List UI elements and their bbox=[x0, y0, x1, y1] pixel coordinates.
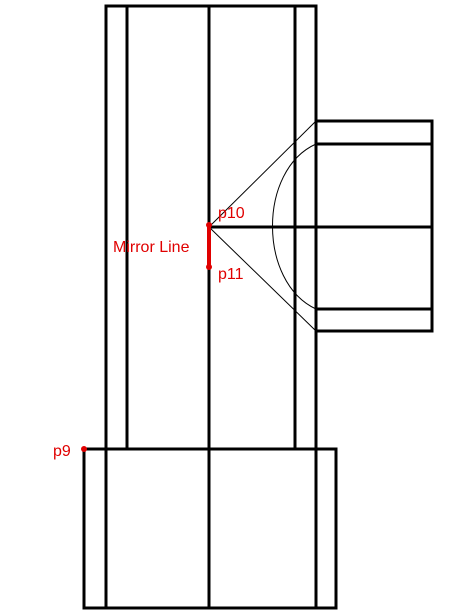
side-branch bbox=[207, 119, 434, 333]
intersection-diagonal-bottom bbox=[208, 226, 317, 332]
point-p9-label: p9 bbox=[53, 443, 71, 460]
point-p11-marker[interactable] bbox=[206, 264, 212, 270]
intersection-curves bbox=[208, 120, 317, 332]
mirror-line-label: Mirror Line bbox=[113, 239, 190, 256]
base-block-outline bbox=[82, 447, 338, 610]
point-p10-label: p10 bbox=[218, 205, 245, 222]
mirror-line-annotation: p10 p11 Mirror Line bbox=[113, 205, 245, 283]
intersection-curve bbox=[272, 143, 317, 310]
point-p9-annotation: p9 bbox=[53, 443, 87, 460]
point-p10-marker[interactable] bbox=[206, 222, 212, 228]
main-pipe bbox=[104, 4, 318, 610]
point-p11-label: p11 bbox=[218, 266, 244, 283]
base-block bbox=[82, 447, 338, 610]
intersection-diagonal-top bbox=[208, 120, 317, 228]
point-p9-marker[interactable] bbox=[81, 446, 87, 452]
